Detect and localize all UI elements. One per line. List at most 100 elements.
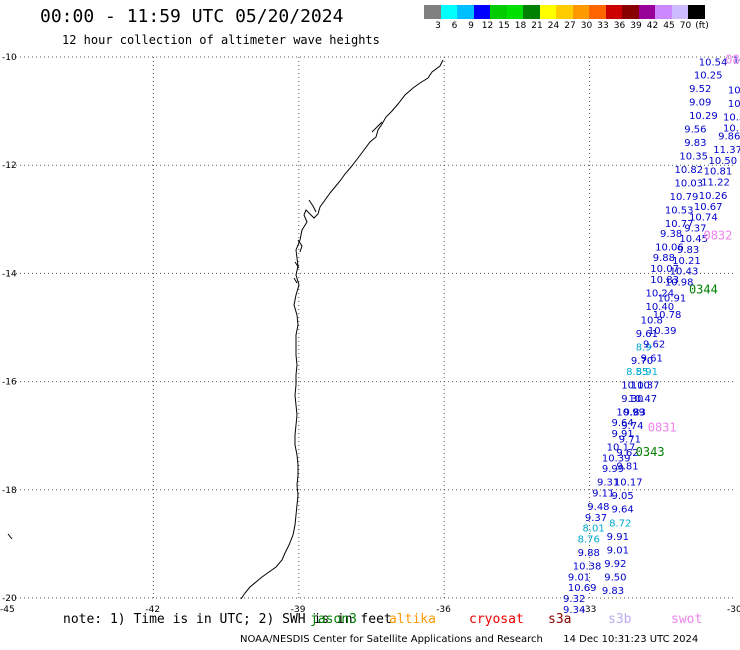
wave-height-value: 10.06 xyxy=(655,242,684,253)
color-swatch xyxy=(605,5,622,19)
wave-height-value: 9.86 xyxy=(718,131,740,142)
map-title: 00:00 - 11:59 UTC 05/20/2024 xyxy=(40,6,344,27)
wave-height-value: 9.62 xyxy=(616,448,638,459)
wave-height-value: 10.21 xyxy=(672,256,701,267)
latitude-tick-label: -12 xyxy=(2,161,17,171)
color-swatch xyxy=(671,5,688,19)
wave-height-value: 10.54 xyxy=(699,57,728,68)
color-scale-label: 33 xyxy=(597,21,609,31)
satellite-legend-altika: altika xyxy=(389,612,436,627)
note-text: note: 1) Time is in UTC; 2) SWH is in fe… xyxy=(63,612,392,627)
color-swatch xyxy=(622,5,639,19)
wave-height-value: 8.01 xyxy=(582,524,604,535)
wave-height-value: 9.05 xyxy=(612,491,634,502)
wave-height-value: 9.01 xyxy=(607,545,629,556)
wave-height-value: 9.88 xyxy=(653,253,675,264)
color-scale-label: 24 xyxy=(547,21,560,31)
longitude-tick-label: -39 xyxy=(291,605,306,615)
wave-height-value: 10.43 xyxy=(670,267,699,278)
longitude-tick-label: -33 xyxy=(582,605,597,615)
wave-height-value: 9.32 xyxy=(563,594,585,605)
wave-height-value: 10.38 xyxy=(573,562,602,573)
wave-height-value: 10.3 xyxy=(723,113,740,124)
color-scale-label: 3 xyxy=(435,21,441,31)
color-swatch xyxy=(506,5,523,19)
color-scale-label: 27 xyxy=(564,21,576,31)
wave-height-value: 10.78 xyxy=(653,310,682,321)
wave-height-value: 10.67 xyxy=(694,202,723,213)
wave-height-value: 10.35 xyxy=(679,151,708,162)
wave-height-value: 8.9 xyxy=(636,342,652,353)
footer: NOAA/NESDIS Center for Satellite Applica… xyxy=(240,634,698,645)
wave-height-value: 10.1 xyxy=(723,123,740,134)
wave-height-value: 10.17 xyxy=(614,478,643,489)
wave-height-value: 8.91 xyxy=(636,367,658,378)
color-scale-label: 18 xyxy=(514,21,527,31)
pass-time-labels: 08 0832 0344 0831 0343 xyxy=(636,53,740,459)
wave-height-value: 10.79 xyxy=(670,192,699,203)
wave-height-value: 10.39 xyxy=(648,326,677,337)
wave-height-value: 9.37 xyxy=(684,223,706,234)
longitude-tick-label: -30 xyxy=(727,605,740,615)
satellite-legend-s3b: s3b xyxy=(608,612,632,627)
latitude-tick-label: -14 xyxy=(2,269,17,279)
wave-height-value: 9.83 xyxy=(684,138,706,149)
latitude-tick-label: -18 xyxy=(2,486,17,496)
wave-height-value: 9.09 xyxy=(689,97,711,108)
wave-height-value: 8.72 xyxy=(609,518,631,529)
wave-height-value: 9.34 xyxy=(563,605,585,616)
color-scale-bar xyxy=(424,5,705,19)
wave-height-value: 10.29 xyxy=(689,111,718,122)
color-scale-label: 15 xyxy=(498,21,510,31)
color-scale-label: 36 xyxy=(613,21,626,31)
pass-time-label: 08 xyxy=(725,53,739,67)
wave-height-value: 10.74 xyxy=(689,213,718,224)
wave-height-value: 9.38 xyxy=(660,229,682,240)
satellite-legend-jason3: jason3 xyxy=(310,612,357,627)
wave-height-value: 9.61 xyxy=(636,329,658,340)
color-swatch xyxy=(440,5,457,19)
wave-height-value: 9.71 xyxy=(619,434,641,445)
pass-time-label: 0831 xyxy=(648,421,677,435)
wave-height-value: 9.70 xyxy=(631,356,653,367)
wave-height-value: 9.64 xyxy=(612,505,634,516)
wave-height-value: 11.22 xyxy=(701,177,730,188)
wave-height-measurements: 10.5410.259.529.0910.299.569.8310.3510.8… xyxy=(563,56,740,616)
satellite-legend-s3a: s3a xyxy=(548,612,572,627)
wave-height-value: 9.88 xyxy=(578,548,600,559)
wave-height-value: 10.07 xyxy=(650,264,679,275)
color-scale-label: 39 xyxy=(630,21,642,31)
wave-height-value: 11.37 xyxy=(713,145,740,156)
wave-height-value: 10.47 xyxy=(628,394,657,405)
longitude-tick-label: -36 xyxy=(436,605,451,615)
wave-height-value: 10.40 xyxy=(645,302,674,313)
wave-height-value: 9.99 xyxy=(602,464,624,475)
wave-height-value: 9.83 xyxy=(624,407,646,418)
wave-height-value: 9.50 xyxy=(604,572,626,583)
wave-height-value: 10.91 xyxy=(658,294,687,305)
wave-height-value: 10.26 xyxy=(699,191,728,202)
wave-height-value: 9.64 xyxy=(612,418,634,429)
wave-height-value: 9.37 xyxy=(585,513,607,524)
color-scale-label: 45 xyxy=(663,21,675,31)
color-scale-label: 30 xyxy=(580,21,593,31)
color-swatch xyxy=(457,5,474,19)
color-swatch xyxy=(572,5,589,19)
wave-height-value: 9.62 xyxy=(643,340,665,351)
wave-height-value: 9.83 xyxy=(602,586,624,597)
color-scale-label: 6 xyxy=(451,21,458,31)
color-swatch xyxy=(655,5,672,19)
pass-time-label: 0343 xyxy=(636,445,665,459)
island-marks xyxy=(7,121,383,540)
wave-height-value: 10.45 xyxy=(679,234,708,245)
pass-time-label: 0344 xyxy=(689,283,718,297)
color-scale-label: 42 xyxy=(646,21,659,31)
color-scale-label: 12 xyxy=(481,21,494,31)
wave-height-value: 10.50 xyxy=(708,156,737,167)
wave-height-value: 9.61 xyxy=(641,353,663,364)
footer-credit: NOAA/NESDIS Center for Satellite Applica… xyxy=(240,634,543,645)
wave-height-value: 10.69 xyxy=(568,583,597,594)
wave-height-value: 9.31 xyxy=(597,478,619,489)
note-row: note: 1) Time is in UTC; 2) SWH is in fe… xyxy=(63,612,740,630)
